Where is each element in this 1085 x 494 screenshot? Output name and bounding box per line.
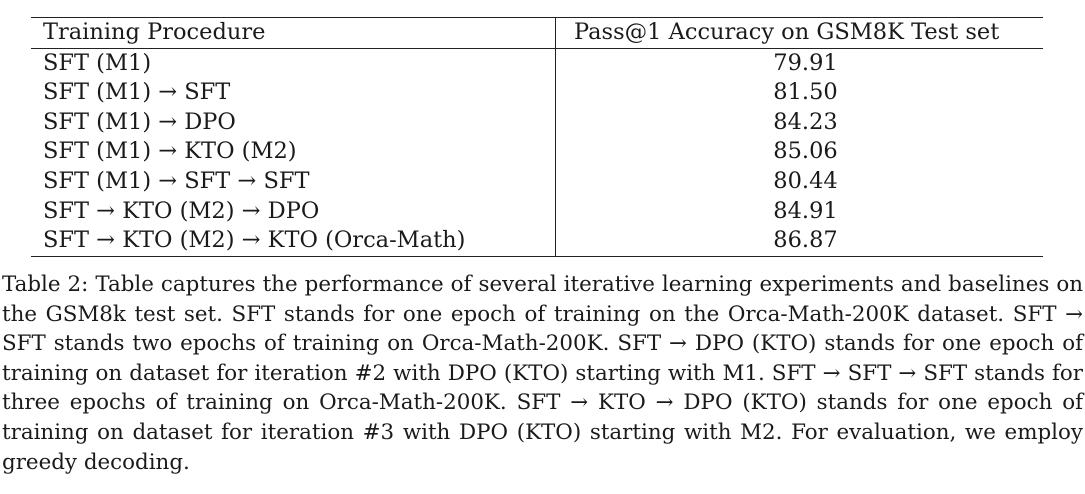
header-pass-at-1-accuracy: Pass@1 Accuracy on GSM8K Test set	[574, 19, 1000, 45]
table-row: SFT (M1) → SFT 81.50	[31, 78, 1043, 108]
best-accuracy-cell: 86.87	[773, 227, 838, 254]
accuracy-cell: 80.44	[773, 167, 838, 194]
results-table-container: Training Procedure Pass@1 Accuracy on GS…	[31, 17, 1043, 257]
table-row: SFT (M1) 79.91	[31, 48, 1043, 79]
table-row: SFT (M1) → SFT → SFT 80.44	[31, 166, 1043, 197]
procedure-cell: SFT (M1) → DPO	[31, 107, 556, 138]
procedure-cell: SFT (M1)	[31, 48, 556, 79]
accuracy-cell: 85.06	[773, 138, 838, 165]
accuracy-cell: 84.91	[773, 197, 838, 224]
table-row: SFT (M1) → KTO (M2) 85.06	[31, 137, 1043, 167]
table-header-row: Training Procedure Pass@1 Accuracy on GS…	[31, 17, 1043, 49]
table-caption: Table 2: Table captures the performance …	[2, 272, 1083, 475]
procedure-cell: SFT (M1) → SFT	[31, 78, 556, 108]
accuracy-cell: 81.50	[773, 79, 838, 106]
procedure-cell: SFT → KTO (M2) → DPO	[31, 196, 556, 227]
results-table: Training Procedure Pass@1 Accuracy on GS…	[31, 17, 1043, 257]
table-row: SFT (M1) → DPO 84.23	[31, 107, 1043, 138]
table-row: SFT → KTO (M2) → KTO (Orca-Math) 86.87	[31, 226, 1043, 257]
procedure-cell: SFT (M1) → SFT → SFT	[31, 166, 556, 197]
table-row: SFT → KTO (M2) → DPO 84.91	[31, 196, 1043, 227]
procedure-cell: SFT (M1) → KTO (M2)	[31, 137, 556, 167]
header-training-procedure: Training Procedure	[31, 17, 556, 49]
procedure-cell: SFT → KTO (M2) → KTO (Orca-Math)	[31, 226, 556, 257]
accuracy-cell: 79.91	[773, 49, 838, 76]
accuracy-cell: 84.23	[773, 108, 838, 135]
